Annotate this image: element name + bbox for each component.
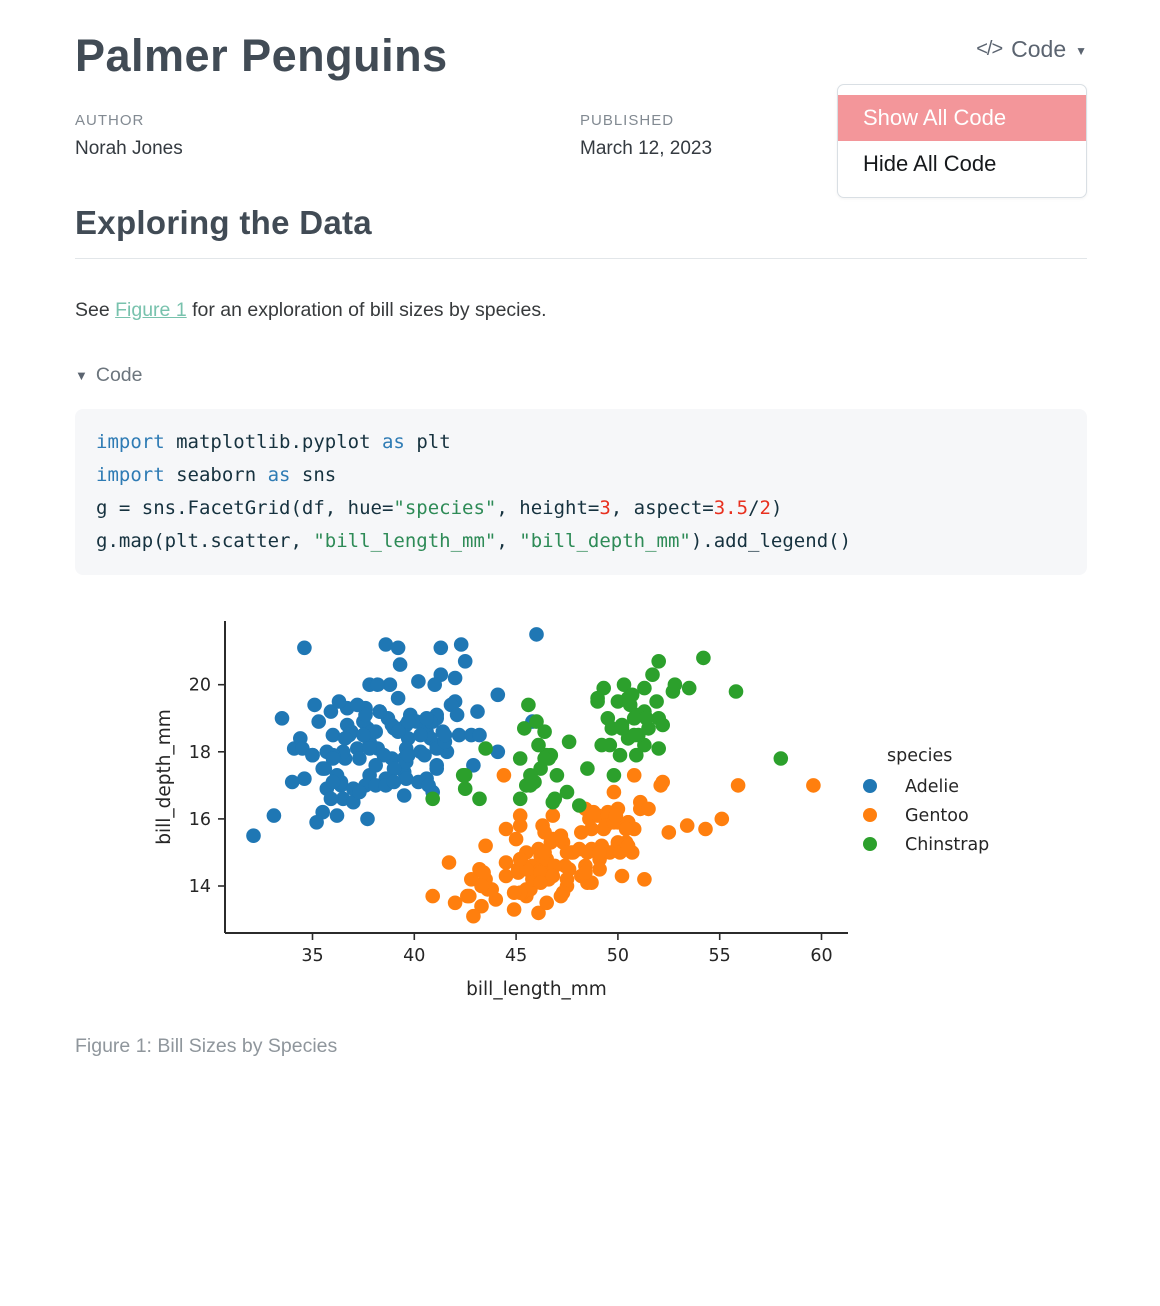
code-angle-brackets-icon: </>: [976, 38, 1003, 60]
figure-caption: Figure 1: Bill Sizes by Species: [75, 1035, 338, 1057]
published-block: PUBLISHED March 12, 2023: [580, 112, 712, 160]
body-paragraph: See Figure 1 for an exploration of bill …: [75, 299, 1087, 322]
triangle-down-icon: ▼: [75, 368, 88, 383]
svg-text:Adelie: Adelie: [905, 777, 959, 797]
published-label: PUBLISHED: [580, 112, 675, 129]
menu-item-show-all-code[interactable]: Show All Code: [838, 95, 1086, 141]
figure-1-link[interactable]: Figure 1: [115, 299, 187, 321]
svg-text:40: 40: [403, 946, 425, 966]
chevron-down-icon: ▼: [1075, 44, 1087, 58]
svg-text:16: 16: [189, 810, 211, 830]
svg-text:20: 20: [189, 676, 211, 696]
paragraph-suffix: for an exploration of bill sizes by spec…: [186, 299, 547, 321]
page-title: Palmer Penguins: [75, 30, 448, 81]
svg-text:18: 18: [189, 743, 211, 763]
figure-1: 35 40 45 50 55 60 14 16 18 20 bill_length_mm bill_d…: [75, 609, 1087, 1009]
svg-text:bill_length_mm: bill_length_mm: [466, 979, 607, 1000]
svg-text:species: species: [887, 746, 952, 766]
author-block: AUTHOR Norah Jones: [75, 112, 580, 160]
svg-text:55: 55: [709, 946, 731, 966]
svg-text:Chinstrap: Chinstrap: [905, 835, 989, 855]
code-dropdown-menu: Show All Code Hide All Code: [837, 84, 1087, 198]
code-disclosure-toggle[interactable]: ▼ Code: [75, 364, 1087, 387]
code-block: import matplotlib.pyplot as plt import s…: [75, 409, 1087, 575]
svg-text:bill_depth_mm: bill_depth_mm: [154, 709, 175, 845]
code-menu-button[interactable]: </> Code ▼: [976, 36, 1087, 63]
code-disclosure-label: Code: [95, 364, 143, 386]
svg-text:Gentoo: Gentoo: [905, 806, 969, 826]
svg-text:50: 50: [607, 946, 629, 966]
menu-item-hide-all-code[interactable]: Hide All Code: [863, 151, 997, 176]
svg-text:60: 60: [810, 946, 832, 966]
published-date: March 12, 2023: [580, 138, 713, 159]
code-menu-button-label: Code: [1011, 36, 1067, 62]
author-name: Norah Jones: [75, 138, 183, 159]
svg-text:45: 45: [505, 946, 527, 966]
heading-rule: [75, 258, 1087, 259]
paragraph-prefix: See: [75, 299, 116, 321]
article: Palmer Penguins </> Code ▼ Show All Code…: [75, 30, 1087, 1057]
section-heading: Exploring the Data: [75, 204, 372, 241]
scatter-plot: 35 40 45 50 55 60 14 16 18 20 bill_length_mm bill_d…: [154, 621, 989, 1000]
metadata-row: AUTHOR Norah Jones PUBLISHED March 12, 2…: [75, 112, 1087, 160]
svg-text:14: 14: [189, 877, 211, 897]
author-label: AUTHOR: [75, 112, 145, 129]
svg-text:35: 35: [301, 946, 323, 966]
